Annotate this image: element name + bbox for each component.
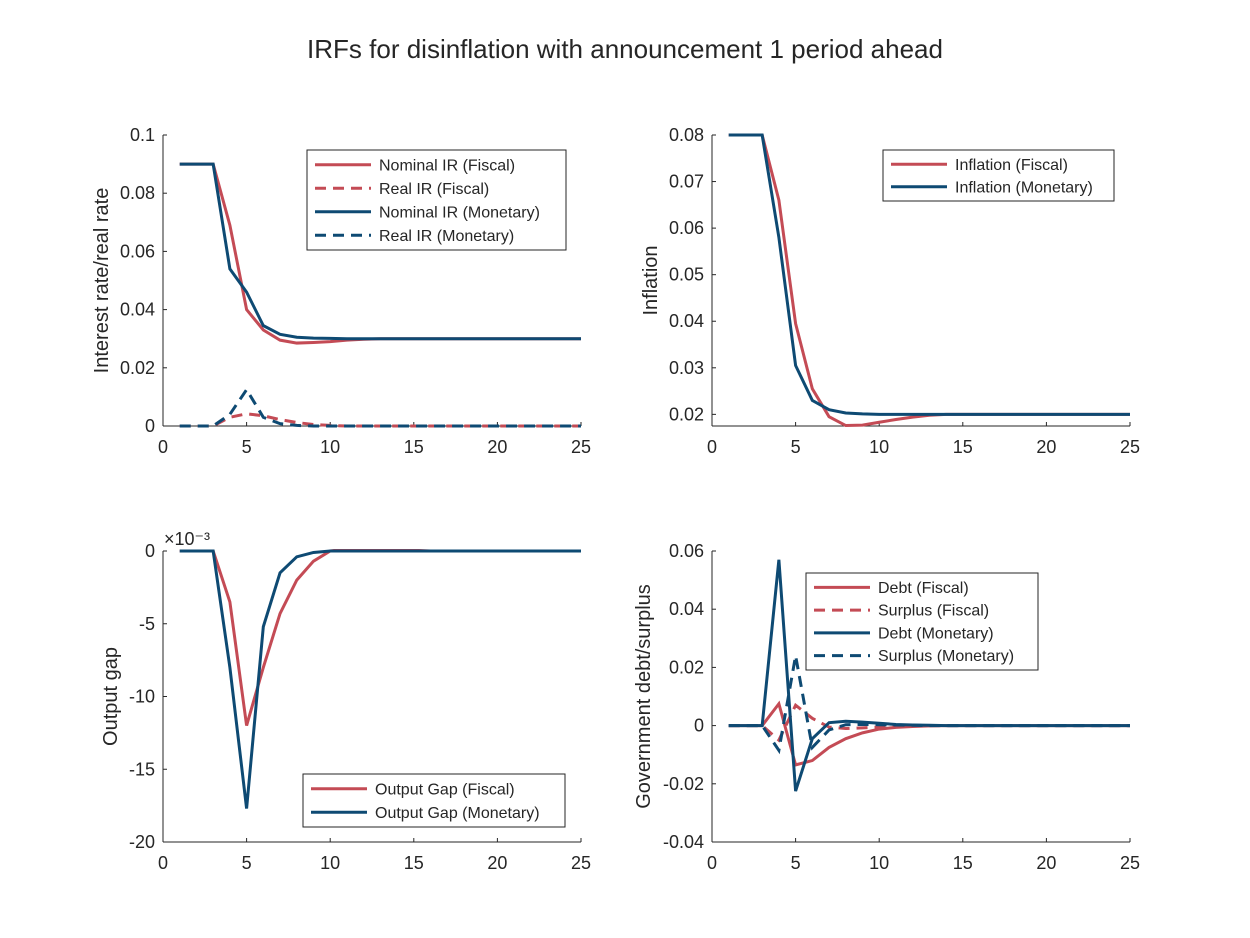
y-exponent-label: ×10⁻³ — [164, 529, 210, 549]
y-tick-label: 0.06 — [669, 218, 704, 238]
y-tick-label: 0 — [694, 716, 704, 736]
x-tick-label: 20 — [487, 853, 507, 873]
legend-label: Real IR (Fiscal) — [379, 181, 489, 198]
legend: Debt (Fiscal) Surplus (Fiscal) Debt (Monet… — [805, 572, 1039, 671]
y-tick-label: 0.07 — [669, 172, 704, 192]
x-tick-label: 25 — [1120, 437, 1140, 457]
y-tick-label: -10 — [129, 687, 155, 707]
legend-box — [805, 572, 1039, 671]
y-tick-label: 0.04 — [669, 599, 704, 619]
y-axis-label: Inflation — [640, 245, 662, 315]
x-tick-label: 0 — [707, 853, 717, 873]
x-tick-label: 5 — [242, 853, 252, 873]
y-tick-label: 0.06 — [669, 541, 704, 561]
legend: Output Gap (Fiscal) Output Gap (Monetary) — [302, 773, 566, 828]
legend: Nominal IR (Fiscal) Real IR (Fiscal) Nomin… — [306, 149, 567, 251]
y-tick-label: 0 — [145, 541, 155, 561]
x-tick-label: 15 — [953, 437, 973, 457]
legend-box — [302, 773, 566, 828]
legend-label: Output Gap (Monetary) — [375, 805, 540, 822]
y-tick-label: -5 — [139, 614, 155, 634]
y-axis-label: Output gap — [100, 647, 122, 746]
legend-label: Nominal IR (Monetary) — [379, 204, 540, 221]
legend-label: Surplus (Monetary) — [878, 648, 1014, 665]
x-tick-label: 0 — [158, 853, 168, 873]
legend-box — [306, 149, 567, 251]
y-tick-label: 0.04 — [120, 300, 155, 320]
x-tick-label: 25 — [571, 437, 591, 457]
x-tick-label: 10 — [869, 437, 889, 457]
legend-label: Nominal IR (Fiscal) — [379, 157, 515, 174]
x-tick-label: 25 — [1120, 853, 1140, 873]
subplot-inflation: 0 5 10 15 20 25 0.02 0.03 0.04 0.05 0.06 0.07 0.08 In… — [640, 125, 1140, 457]
x-tick-label: 5 — [242, 437, 252, 457]
y-tick-label: 0.02 — [120, 358, 155, 378]
x-tick-label: 25 — [571, 853, 591, 873]
y-tick-label: 0.08 — [120, 183, 155, 203]
legend-label: Inflation (Fiscal) — [955, 157, 1068, 174]
y-tick-label: -0.04 — [663, 832, 704, 852]
y-tick-label: 0.03 — [669, 358, 704, 378]
legend-box — [882, 149, 1115, 202]
y-tick-label: 0.02 — [669, 404, 704, 424]
subplot-gov-debt: 0 5 10 15 20 25 -0.04 -0.02 0 0.02 0.04 0.06 Governm… — [633, 541, 1140, 873]
series-line-nominal-ir-monetary — [179, 162, 581, 341]
legend-label: Debt (Monetary) — [878, 625, 994, 642]
y-axis-label: Interest rate/real rate — [91, 188, 113, 374]
y-axis-label: Government debt/surplus — [633, 584, 655, 809]
x-tick-label: 15 — [953, 853, 973, 873]
series-line-inflation-monetary — [728, 133, 1130, 416]
x-tick-label: 20 — [1036, 853, 1056, 873]
legend-label: Output Gap (Fiscal) — [375, 781, 515, 798]
y-tick-label: 0.02 — [669, 657, 704, 677]
x-tick-label: 10 — [320, 437, 340, 457]
x-tick-label: 20 — [487, 437, 507, 457]
x-tick-label: 15 — [404, 853, 424, 873]
x-tick-label: 20 — [1036, 437, 1056, 457]
x-tick-label: 10 — [869, 853, 889, 873]
series-line-real-ir-monetary — [179, 386, 581, 428]
x-tick-label: 5 — [791, 437, 801, 457]
y-tick-label: 0.04 — [669, 311, 704, 331]
legend-label: Inflation (Monetary) — [955, 179, 1093, 196]
y-tick-label: -20 — [129, 832, 155, 852]
subplot-interest: 0 5 10 15 20 25 0 0.02 0.04 0.06 0.08 0.1 Interest r… — [91, 125, 591, 457]
x-tick-label: 10 — [320, 853, 340, 873]
y-tick-label: 0.08 — [669, 125, 704, 145]
y-tick-label: 0.1 — [130, 125, 155, 145]
x-tick-label: 0 — [158, 437, 168, 457]
y-tick-label: -15 — [129, 759, 155, 779]
legend-label: Debt (Fiscal) — [878, 580, 969, 597]
series-line-output-gap-monetary — [179, 549, 581, 809]
legend: Inflation (Fiscal) Inflation (Monetary) — [882, 149, 1115, 202]
x-tick-label: 5 — [791, 853, 801, 873]
y-tick-label: 0.06 — [120, 241, 155, 261]
y-tick-label: 0.05 — [669, 265, 704, 285]
x-tick-label: 15 — [404, 437, 424, 457]
x-tick-label: 0 — [707, 437, 717, 457]
subplot-output-gap: 0 5 10 15 20 25 -20 -15 -10 -5 0 ×10⁻³ Output gap Out… — [100, 529, 591, 873]
series-line-surplus-monetary — [728, 655, 1130, 755]
y-tick-label: -0.02 — [663, 774, 704, 794]
legend-label: Real IR (Monetary) — [379, 228, 514, 245]
y-tick-label: 0 — [145, 416, 155, 436]
legend-label: Surplus (Fiscal) — [878, 603, 989, 620]
figure-title: IRFs for disinflation with announcement … — [307, 34, 943, 64]
